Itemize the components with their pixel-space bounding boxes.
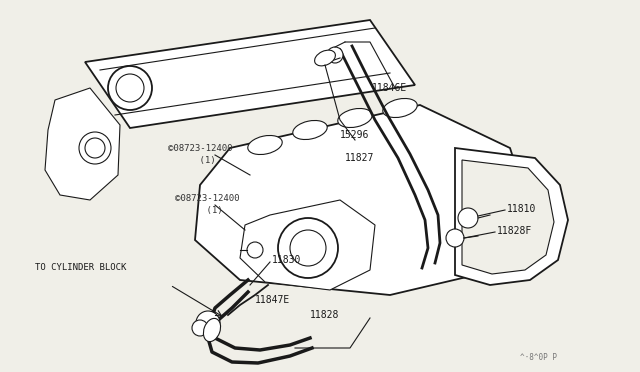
Text: 11846E: 11846E (372, 83, 407, 93)
Circle shape (327, 47, 343, 63)
Circle shape (85, 138, 105, 158)
Text: 11827: 11827 (345, 153, 374, 163)
Ellipse shape (383, 99, 417, 118)
Text: 11830: 11830 (272, 255, 301, 265)
Text: 15296: 15296 (340, 130, 369, 140)
Text: 11847E: 11847E (255, 295, 291, 305)
Ellipse shape (338, 109, 372, 128)
Circle shape (446, 229, 464, 247)
Text: ^·8^0P P: ^·8^0P P (520, 353, 557, 362)
Ellipse shape (315, 50, 335, 66)
Polygon shape (462, 160, 554, 274)
Text: TO CYLINDER BLOCK: TO CYLINDER BLOCK (35, 263, 126, 273)
Ellipse shape (204, 318, 221, 341)
Circle shape (278, 218, 338, 278)
Circle shape (192, 320, 208, 336)
Polygon shape (240, 200, 375, 290)
Text: (1): (1) (185, 205, 223, 215)
Text: ©08723-12400: ©08723-12400 (175, 193, 239, 202)
Text: 11828: 11828 (310, 310, 339, 320)
Circle shape (108, 66, 152, 110)
Text: 11828F: 11828F (497, 226, 532, 236)
Ellipse shape (248, 135, 282, 154)
Text: 11810: 11810 (507, 204, 536, 214)
Circle shape (247, 242, 263, 258)
Text: ©08723-12400: ©08723-12400 (168, 144, 232, 153)
Circle shape (290, 230, 326, 266)
Text: (1): (1) (178, 155, 216, 164)
Polygon shape (85, 20, 415, 128)
Polygon shape (195, 105, 530, 295)
Polygon shape (455, 148, 568, 285)
Circle shape (116, 74, 144, 102)
Circle shape (79, 132, 111, 164)
Ellipse shape (292, 121, 327, 140)
Circle shape (196, 311, 220, 335)
Polygon shape (45, 88, 120, 200)
Circle shape (458, 208, 478, 228)
